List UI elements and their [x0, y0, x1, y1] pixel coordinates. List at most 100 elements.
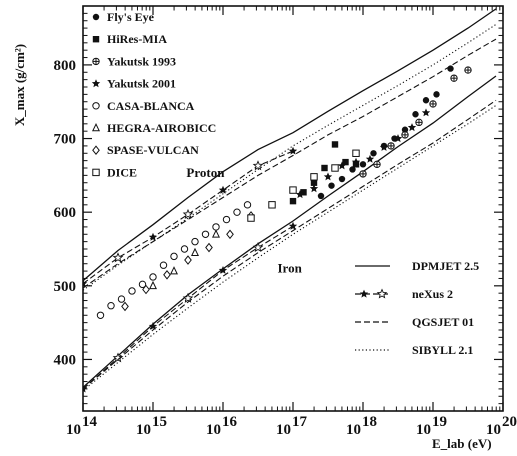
point-casa-blanca	[233, 208, 241, 216]
point-yakutsk-2001	[309, 184, 319, 193]
point-yakutsk-2001	[365, 154, 375, 163]
point-yakutsk-2001	[421, 108, 431, 117]
point-yakutsk-1993	[450, 74, 458, 82]
point-dice	[331, 164, 339, 172]
legend-label-dpmjet-2-5: DPMJET 2.5	[412, 259, 479, 273]
point-yakutsk-1993	[401, 131, 409, 139]
legend-label-yakutsk-1993: Yakutsk 1993	[107, 54, 176, 68]
point-hegra-airobicc	[212, 229, 220, 238]
legend-label-casa-blanca: CASA-BLANCA	[107, 99, 195, 113]
x-tick-exponent: 14	[82, 414, 98, 430]
point-spase-vulcan	[142, 284, 150, 295]
point-casa-blanca	[191, 237, 199, 246]
point-spase-vulcan	[163, 269, 171, 280]
legend-star-marker	[376, 288, 388, 299]
y-tick-label: 700	[54, 132, 77, 148]
y-axis-title: X_max (g/cm²)	[12, 44, 27, 126]
point-casa-blanca	[107, 302, 115, 310]
point-fly-s-eye	[338, 175, 346, 183]
nexus-marker-iron	[218, 266, 228, 274]
y-tick-label: 600	[54, 205, 77, 221]
point-casa-blanca	[138, 280, 147, 289]
legend-label-hires-mia: HiRes-MIA	[107, 32, 167, 46]
point-yakutsk-2001	[351, 157, 361, 166]
legend-marker-spase-vulcan	[92, 145, 100, 156]
point-yakutsk-1993	[464, 66, 472, 74]
point-casa-blanca	[180, 245, 189, 253]
x-tick-label: 10	[346, 422, 361, 438]
point-dice	[268, 201, 276, 209]
nexus-marker-proton	[252, 160, 264, 171]
y-tick-label: 800	[54, 58, 77, 74]
nexus-marker-iron	[182, 292, 194, 303]
point-yakutsk-1993	[359, 170, 367, 178]
annotation-proton: Proton	[186, 165, 225, 180]
legend-marker-dice	[92, 168, 100, 177]
point-hires-mia	[331, 141, 339, 148]
x-tick-exponent: 17	[292, 414, 308, 430]
point-yakutsk-1993	[373, 160, 381, 169]
point-hegra-airobicc	[191, 247, 199, 256]
point-yakutsk-2001	[393, 134, 403, 143]
legend-models: DPMJET 2.5 neXus 2 QGSJET 01 SIBYLL 2.1	[355, 259, 479, 357]
legend-label-dice: DICE	[107, 165, 137, 179]
legend-star-marker	[359, 289, 369, 298]
point-yakutsk-2001	[407, 123, 417, 132]
curve-qgsjet-01-iron	[83, 99, 497, 390]
nexus-marker-proton	[148, 232, 158, 241]
point-hires-mia	[342, 158, 349, 166]
point-fly-s-eye	[412, 111, 419, 118]
point-casa-blanca	[117, 295, 126, 303]
x-tick-label: 10	[486, 422, 501, 438]
x-tick-exponent: 15	[152, 414, 167, 430]
point-casa-blanca	[201, 230, 210, 238]
legend-marker-yakutsk-1993	[92, 57, 100, 66]
point-fly-s-eye	[433, 91, 440, 98]
point-hires-mia	[300, 189, 307, 196]
x-tick-exponent: 19	[432, 414, 447, 430]
legend-marker-fly-s-eye	[92, 13, 100, 21]
point-fly-s-eye	[422, 97, 430, 104]
point-hires-mia	[352, 161, 360, 168]
point-casa-blanca	[212, 223, 220, 231]
annotation-iron: Iron	[277, 261, 302, 276]
point-spase-vulcan	[184, 255, 192, 265]
x-axis-title: E_lab (eV)	[432, 436, 492, 451]
point-spase-vulcan	[121, 301, 129, 312]
legend-label-qgsjet-01: QGSJET 01	[412, 315, 474, 329]
point-dice	[352, 149, 360, 157]
legend-marker-hegra-airobicc	[92, 123, 100, 132]
point-hires-mia	[289, 197, 297, 205]
x-tick-label: 10	[416, 422, 431, 438]
point-yakutsk-1993	[429, 100, 437, 108]
legend-marker-casa-blanca	[92, 102, 100, 110]
y-tick-label: 400	[54, 352, 77, 368]
nexus-marker-iron	[252, 241, 264, 253]
x-tick-exponent: 16	[222, 414, 238, 430]
point-fly-s-eye	[447, 65, 454, 72]
point-casa-blanca	[149, 273, 157, 281]
point-dice	[289, 186, 297, 194]
point-hires-mia	[321, 164, 328, 172]
point-yakutsk-2001	[337, 161, 347, 170]
point-casa-blanca	[128, 287, 136, 295]
point-fly-s-eye	[328, 182, 335, 189]
x-tick-label: 10	[136, 422, 151, 438]
x-tick-exponent: 18	[362, 414, 377, 430]
legend-label-hegra-airobicc: HEGRA-AIROBICC	[107, 121, 216, 135]
point-fly-s-eye	[401, 126, 409, 133]
legend-label-sibyll-2-1: SIBYLL 2.1	[412, 343, 473, 357]
point-fly-s-eye	[349, 166, 356, 173]
point-yakutsk-2001	[323, 172, 333, 181]
point-fly-s-eye	[359, 161, 367, 168]
point-casa-blanca	[243, 201, 252, 209]
x-tick-label: 10	[206, 422, 221, 438]
point-casa-blanca	[96, 311, 105, 319]
point-hegra-airobicc	[170, 266, 178, 275]
point-casa-blanca	[159, 261, 168, 269]
legend-experiments: Fly's Eye HiRes-MIA Yakutsk 1993 Yakutsk 20…	[91, 10, 216, 179]
point-hires-mia	[310, 179, 318, 186]
nexus-marker-proton	[83, 279, 88, 288]
nexus-marker-proton	[112, 252, 124, 263]
